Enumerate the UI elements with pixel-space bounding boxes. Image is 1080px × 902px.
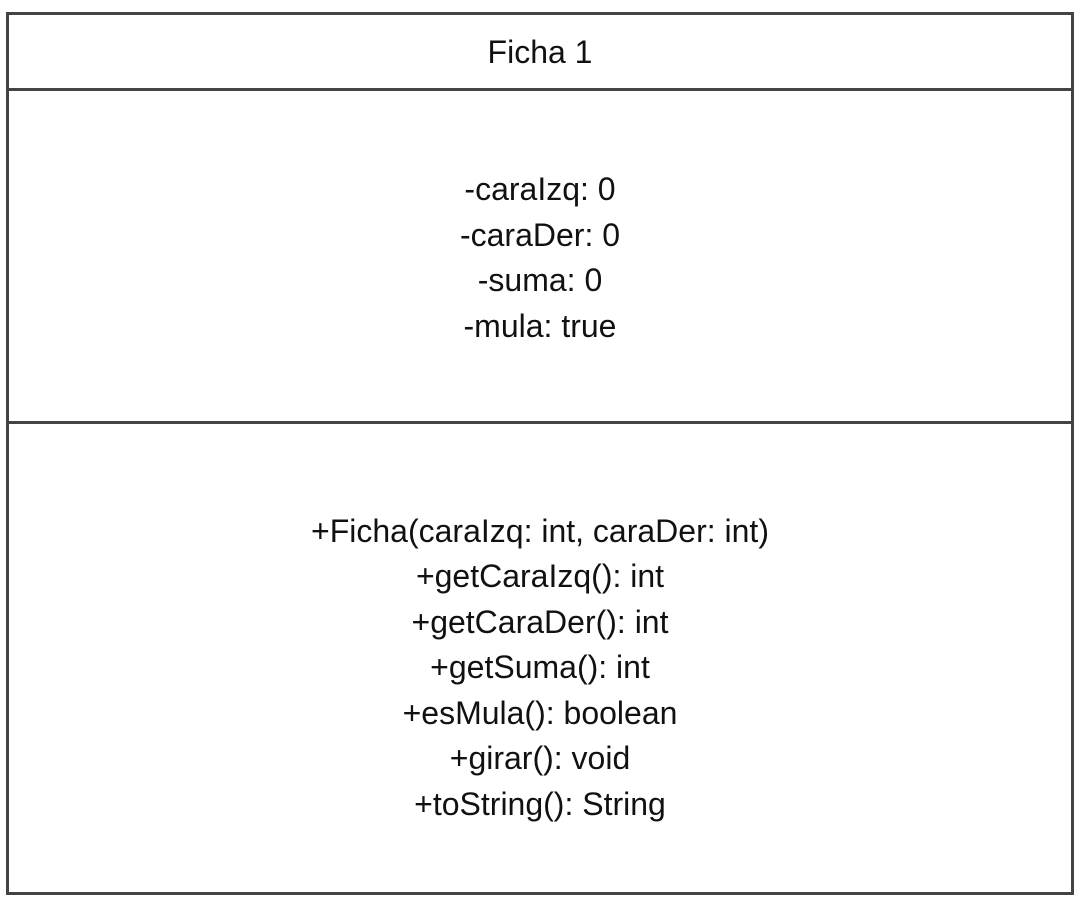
class-name-compartment: Ficha 1 [9, 15, 1071, 91]
method-item: +getSuma(): int [430, 649, 650, 686]
method-item: +esMula(): boolean [402, 694, 678, 731]
method-item: +getCaraDer(): int [411, 603, 669, 640]
uml-class-box: Ficha 1 -caraIzq: 0 -caraDer: 0 -suma: 0… [6, 12, 1074, 895]
attribute-item: -suma: 0 [477, 262, 603, 298]
methods-compartment: +Ficha(caraIzq: int, caraDer: int) +getC… [9, 424, 1071, 892]
method-item: +girar(): void [449, 740, 631, 777]
attribute-item: -caraIzq: 0 [464, 171, 616, 207]
attributes-compartment: -caraIzq: 0 -caraDer: 0 -suma: 0 -mula: … [9, 91, 1071, 424]
method-list: +Ficha(caraIzq: int, caraDer: int) +getC… [311, 509, 769, 828]
method-item: +getCaraIzq(): int [415, 558, 665, 595]
class-name: Ficha 1 [487, 33, 593, 70]
method-item: +Ficha(caraIzq: int, caraDer: int) [311, 512, 769, 549]
attribute-item: -caraDer: 0 [459, 216, 621, 253]
method-item: +toString(): String [414, 785, 666, 822]
attribute-list: -caraIzq: 0 -caraDer: 0 -suma: 0 -mula: … [460, 167, 620, 349]
attribute-item: -mula: true [463, 307, 617, 344]
